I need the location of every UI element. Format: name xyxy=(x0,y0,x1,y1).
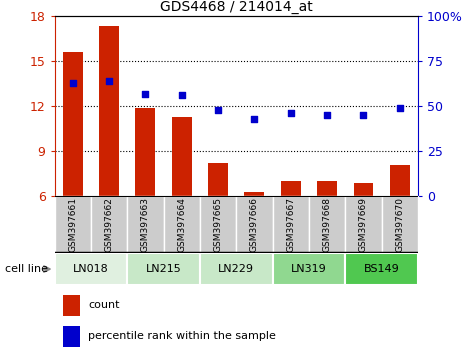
Text: GSM397662: GSM397662 xyxy=(104,197,114,252)
Point xyxy=(396,105,404,111)
Title: GDS4468 / 214014_at: GDS4468 / 214014_at xyxy=(160,0,313,13)
Text: GSM397664: GSM397664 xyxy=(177,197,186,252)
Bar xyxy=(55,253,127,285)
Bar xyxy=(91,196,127,253)
Text: GSM397666: GSM397666 xyxy=(250,197,259,252)
Bar xyxy=(172,117,192,196)
Text: count: count xyxy=(88,300,120,310)
Point xyxy=(323,112,331,118)
Text: LN319: LN319 xyxy=(291,264,327,274)
Text: GSM397667: GSM397667 xyxy=(286,197,295,252)
Text: GSM397665: GSM397665 xyxy=(214,197,223,252)
Bar xyxy=(273,196,309,253)
Bar xyxy=(353,183,373,196)
Bar xyxy=(163,196,200,253)
Text: cell line: cell line xyxy=(5,264,48,274)
Text: GSM397669: GSM397669 xyxy=(359,197,368,252)
Point xyxy=(178,92,186,98)
Bar xyxy=(99,27,119,196)
Bar xyxy=(200,196,237,253)
Text: LN215: LN215 xyxy=(146,264,181,274)
Bar xyxy=(127,196,163,253)
Point xyxy=(142,91,149,96)
Point xyxy=(69,80,76,86)
Text: GSM397663: GSM397663 xyxy=(141,197,150,252)
Bar xyxy=(381,196,418,253)
Text: percentile rank within the sample: percentile rank within the sample xyxy=(88,331,276,341)
Point xyxy=(105,78,113,84)
Bar xyxy=(237,196,273,253)
Text: LN229: LN229 xyxy=(218,264,254,274)
Text: GSM397670: GSM397670 xyxy=(395,197,404,252)
Bar xyxy=(309,196,345,253)
Bar xyxy=(345,196,381,253)
Text: GSM397668: GSM397668 xyxy=(323,197,332,252)
Point xyxy=(251,116,258,122)
Bar xyxy=(390,165,410,196)
Point xyxy=(287,110,294,116)
Bar xyxy=(281,181,301,196)
Bar xyxy=(55,196,91,253)
Bar xyxy=(273,253,345,285)
Bar xyxy=(63,52,83,196)
Bar xyxy=(135,108,155,196)
Bar xyxy=(127,253,200,285)
Bar xyxy=(208,164,228,196)
Point xyxy=(360,112,367,118)
Bar xyxy=(63,295,80,316)
Bar xyxy=(200,253,273,285)
Text: LN018: LN018 xyxy=(73,264,109,274)
Text: BS149: BS149 xyxy=(364,264,399,274)
Bar xyxy=(317,181,337,196)
Point xyxy=(214,107,222,113)
Bar xyxy=(345,253,418,285)
Bar xyxy=(63,326,80,347)
Bar xyxy=(245,192,265,196)
Text: GSM397661: GSM397661 xyxy=(68,197,77,252)
